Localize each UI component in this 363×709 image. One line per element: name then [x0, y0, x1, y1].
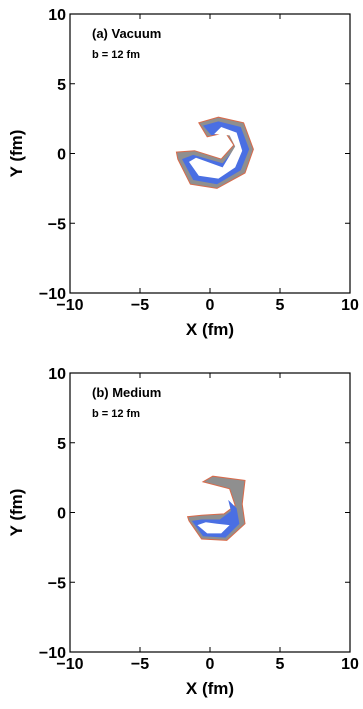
- x-tick-label: 10: [341, 656, 359, 673]
- x-tick-label: −5: [131, 297, 149, 314]
- panel-sublabel: b = 12 fm: [92, 408, 140, 420]
- y-tick-label: −10: [39, 286, 66, 303]
- x-tick-label: 10: [341, 297, 359, 314]
- y-tick-label: 10: [48, 7, 66, 24]
- y-axis-label: Y (fm): [7, 130, 26, 178]
- density-region-core: [189, 127, 243, 179]
- density-region-core: [197, 522, 230, 534]
- x-tick-label: −10: [56, 656, 83, 673]
- y-tick-label: 5: [57, 436, 66, 453]
- panel-vacuum: −10 −5 0 5 10 −10 −5 0 5 10 X (fm) Y (fm) (a) Vacuum…: [7, 7, 359, 339]
- plot-frame: [69, 372, 351, 653]
- y-tick-label: −10: [39, 645, 66, 662]
- y-tick-label: 5: [57, 77, 66, 94]
- x-axis-label: X (fm): [186, 679, 234, 698]
- plot-frame: [69, 13, 351, 294]
- y-tick-label: 0: [57, 506, 66, 523]
- y-tick-label: 0: [57, 147, 66, 164]
- x-tick-label: 0: [206, 297, 215, 314]
- x-tick-label: 5: [276, 656, 285, 673]
- panel-medium: −10 −5 0 5 10 −10 −5 0 5 10 X (fm) Y (fm) (b) Medium…: [7, 366, 359, 698]
- panel-sublabel: b = 12 fm: [92, 49, 140, 61]
- x-axis-label: X (fm): [186, 320, 234, 339]
- y-tick-label: −5: [48, 216, 66, 233]
- x-tick-label: 5: [276, 297, 285, 314]
- y-tick-label: 10: [48, 366, 66, 383]
- x-tick-label: 0: [206, 656, 215, 673]
- x-tick-label: −5: [131, 656, 149, 673]
- y-axis-label: Y (fm): [7, 489, 26, 537]
- x-tick-label: −10: [56, 297, 83, 314]
- y-tick-label: −5: [48, 575, 66, 592]
- panel-label: (b) Medium: [92, 385, 161, 400]
- panel-label: (a) Vacuum: [92, 26, 161, 41]
